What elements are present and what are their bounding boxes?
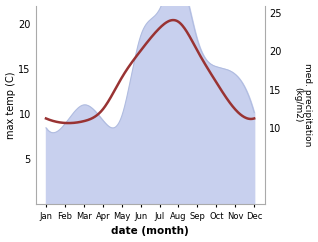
- Y-axis label: med. precipitation
(kg/m2): med. precipitation (kg/m2): [293, 63, 313, 147]
- Y-axis label: max temp (C): max temp (C): [5, 71, 16, 139]
- X-axis label: date (month): date (month): [111, 227, 189, 236]
